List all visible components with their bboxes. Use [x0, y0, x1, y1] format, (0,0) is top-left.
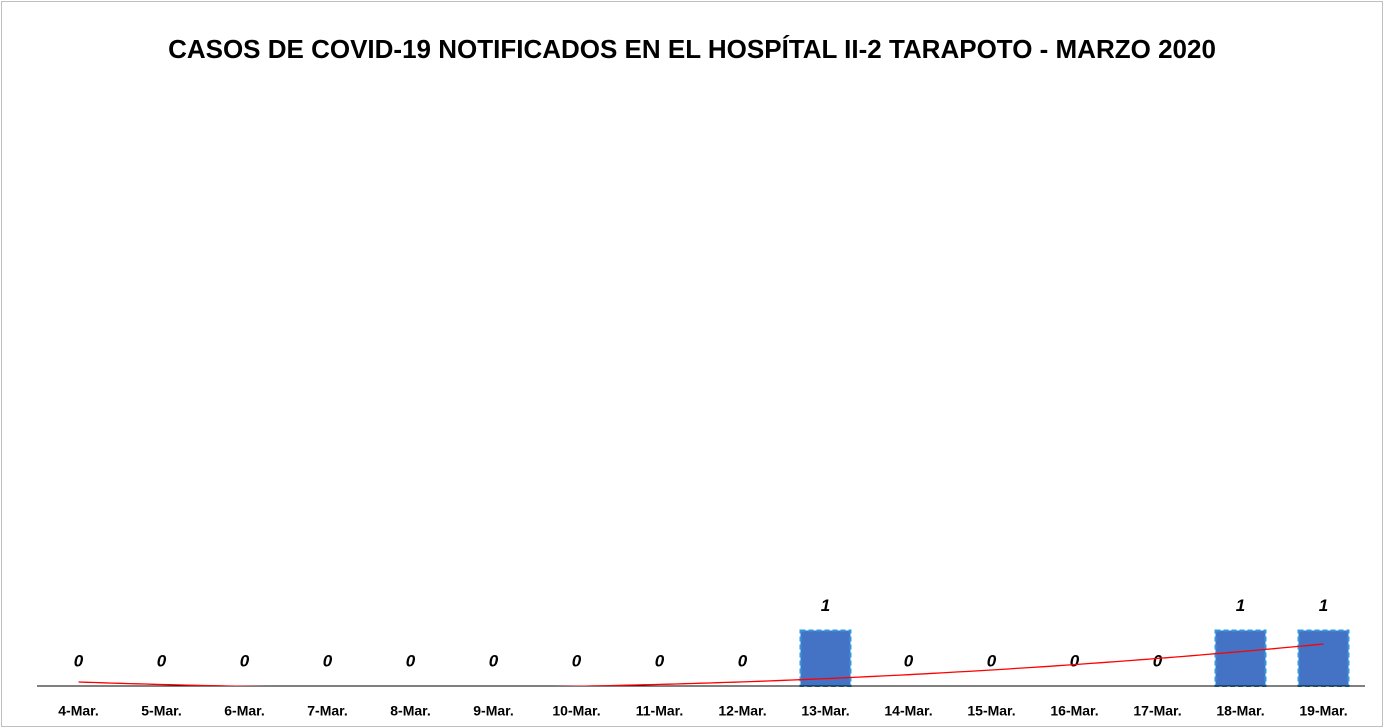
data-label: 1: [1236, 596, 1245, 615]
data-label: 0: [738, 651, 748, 670]
x-tick-label: 13-Mar.: [801, 703, 849, 719]
x-tick-label: 14-Mar.: [884, 703, 932, 719]
bar: [1297, 629, 1350, 687]
bar: [1214, 629, 1267, 687]
data-label: 0: [74, 651, 84, 670]
trendline: [78, 643, 1324, 686]
x-tick-label: 19-Mar.: [1299, 703, 1347, 719]
x-tick-label: 6-Mar.: [224, 703, 264, 719]
data-label: 1: [821, 596, 830, 615]
chart-title: CASOS DE COVID-19 NOTIFICADOS EN EL HOSP…: [168, 34, 1216, 64]
x-tick-label: 5-Mar.: [141, 703, 181, 719]
data-label: 0: [904, 651, 914, 670]
x-tick-label: 17-Mar.: [1133, 703, 1181, 719]
x-tick-label: 10-Mar.: [552, 703, 600, 719]
x-tick-label: 12-Mar.: [718, 703, 766, 719]
x-tick-label: 15-Mar.: [967, 703, 1015, 719]
data-label: 0: [157, 651, 167, 670]
data-label: 0: [1070, 651, 1080, 670]
data-label: 0: [572, 651, 582, 670]
x-tick-label: 18-Mar.: [1216, 703, 1264, 719]
x-tick-label: 11-Mar.: [636, 703, 683, 719]
x-tick-label: 7-Mar.: [307, 703, 347, 719]
x-tick-label: 4-Mar.: [58, 703, 98, 719]
data-label: 0: [987, 651, 997, 670]
x-tick-label: 8-Mar.: [390, 703, 430, 719]
data-label: 0: [240, 651, 250, 670]
bar: [799, 629, 852, 687]
data-label: 0: [1153, 651, 1163, 670]
data-label: 1: [1319, 596, 1328, 615]
data-label: 0: [323, 651, 333, 670]
x-tick-label: 9-Mar.: [473, 703, 513, 719]
data-label: 0: [489, 651, 499, 670]
data-label: 0: [655, 651, 665, 670]
data-label: 0: [406, 651, 416, 670]
x-tick-label: 16-Mar.: [1050, 703, 1098, 719]
